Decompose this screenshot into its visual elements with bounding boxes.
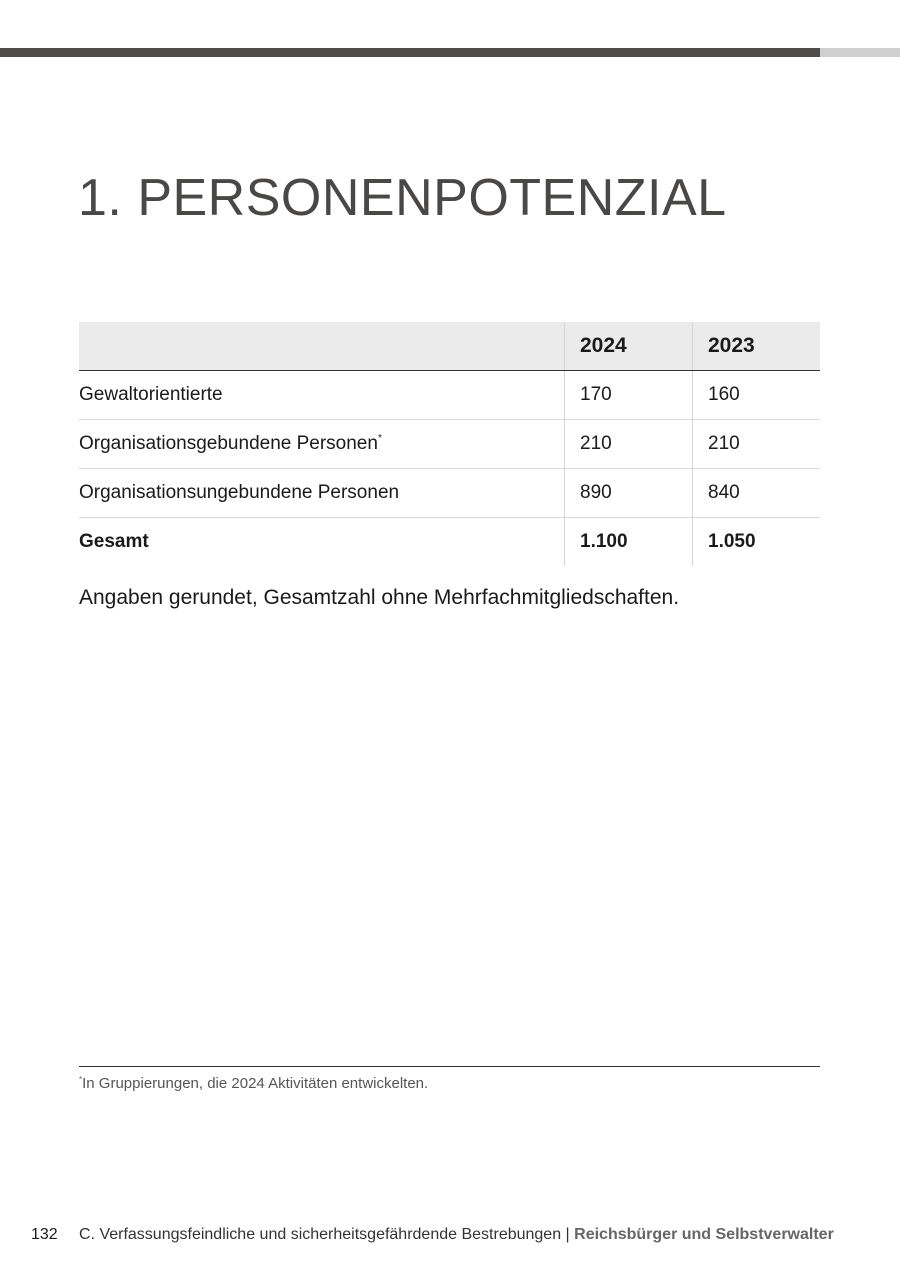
row-label: Organisationsungebundene Personen	[79, 468, 565, 518]
table-row: Organisationsgebundene Personen* 210 210	[79, 419, 820, 469]
table-row: Gewaltorientierte 170 160	[79, 370, 820, 420]
header-2024: 2024	[564, 322, 693, 371]
total-2023: 1.050	[692, 517, 820, 566]
footnote-divider	[79, 1066, 820, 1067]
total-label: Gesamt	[79, 517, 565, 566]
header-label	[79, 322, 565, 371]
table-note: Angaben gerundet, Gesamtzahl ohne Mehrfa…	[79, 586, 680, 609]
table-header-row: 2024 2023	[79, 322, 820, 371]
row-label: Gewaltorientierte	[79, 370, 565, 420]
header-2023: 2023	[692, 322, 820, 371]
table-total-row: Gesamt 1.100 1.050	[79, 517, 820, 566]
row-label: Organisationsgebundene Personen*	[79, 419, 565, 469]
total-2024: 1.100	[564, 517, 693, 566]
value-2023: 160	[692, 370, 820, 420]
footnote: *In Gruppierungen, die 2024 Aktivitäten …	[79, 1075, 429, 1092]
value-2023: 210	[692, 419, 820, 469]
page-title: 1. PERSONENPOTENZIAL	[78, 169, 727, 227]
running-footer: C. Verfassungsfeindliche und sicherheits…	[79, 1226, 834, 1243]
value-2024: 890	[564, 468, 693, 518]
value-2024: 170	[564, 370, 693, 420]
data-table: 2024 2023 Gewaltorientierte 170 160 Orga…	[79, 322, 820, 566]
value-2024: 210	[564, 419, 693, 469]
header-bar	[0, 48, 820, 57]
page-number: 132	[31, 1226, 58, 1243]
table-row: Organisationsungebundene Personen 890 84…	[79, 468, 820, 518]
value-2023: 840	[692, 468, 820, 518]
header-bar-accent	[820, 48, 900, 57]
footnote-marker: *	[377, 433, 382, 444]
